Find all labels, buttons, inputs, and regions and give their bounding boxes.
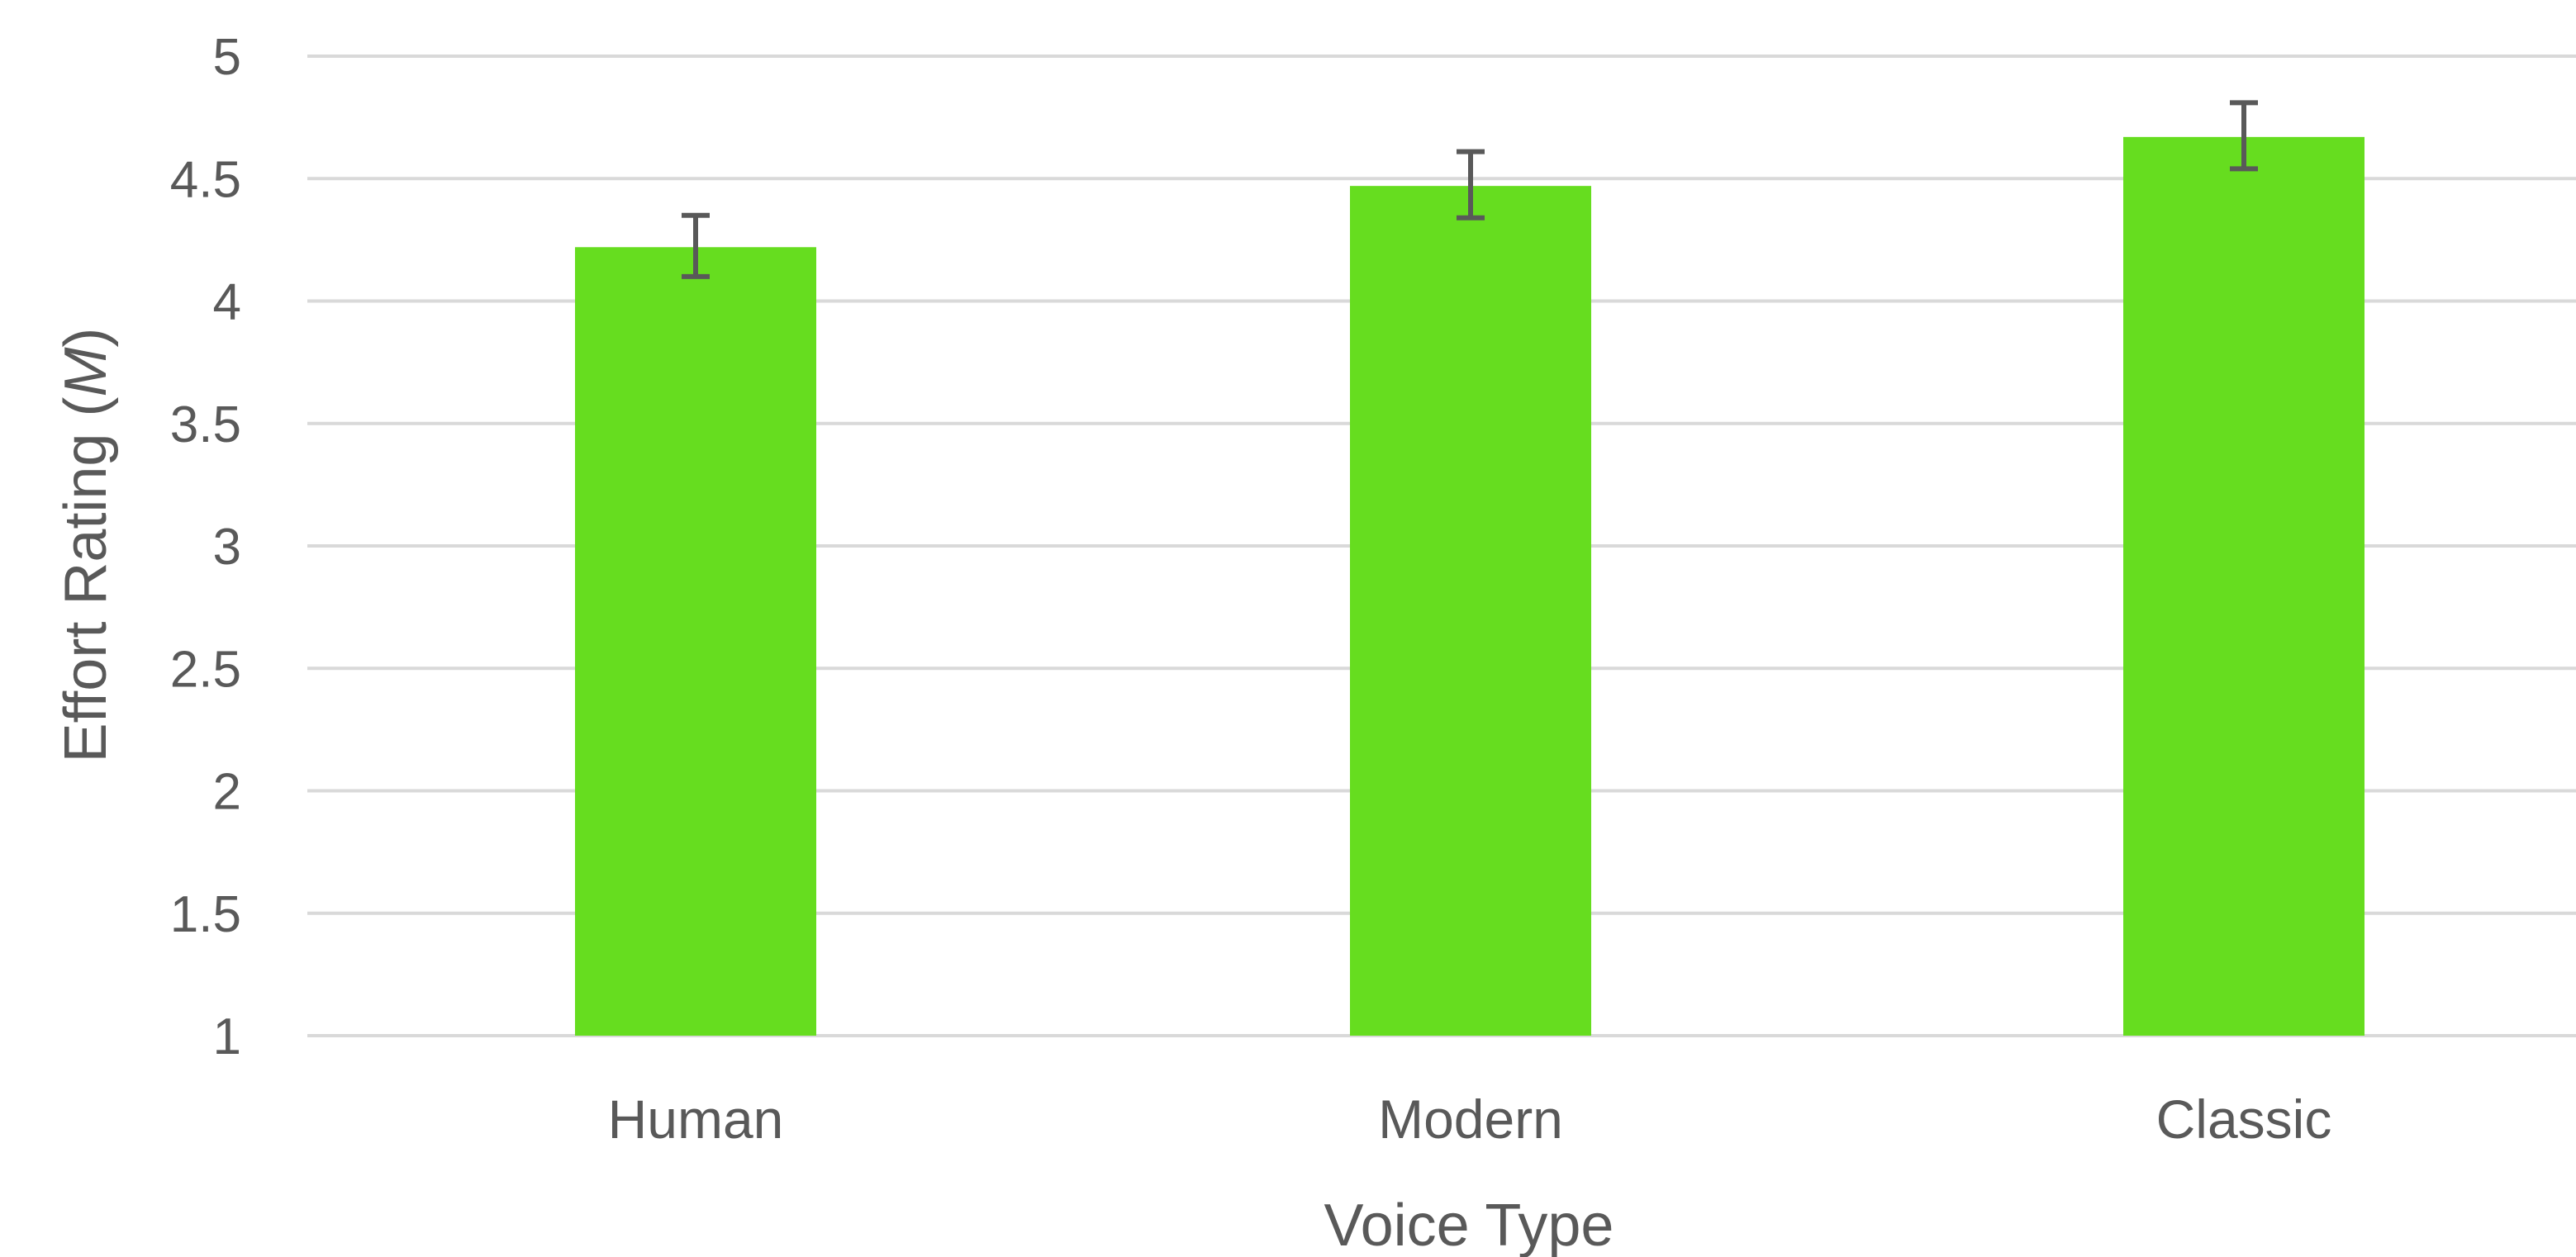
y-tick-label: 4.5 (170, 151, 241, 208)
y-tick-label: 2.5 (170, 641, 241, 698)
y-axis-title-italic: M (53, 348, 119, 397)
y-tick-label: 2 (213, 764, 241, 821)
y-tick-label: 5 (213, 29, 241, 86)
error-bars (682, 100, 2258, 279)
y-axis-title-suffix: ) (53, 328, 119, 348)
y-tick-label: 4 (213, 274, 241, 331)
bar (1350, 186, 1591, 1036)
error-bar (2230, 100, 2258, 172)
y-tick-label: 1 (213, 1008, 241, 1065)
y-tick-label: 1.5 (170, 886, 241, 943)
bar (2123, 136, 2365, 1036)
y-tick-label: 3.5 (170, 396, 241, 453)
bar (575, 247, 816, 1036)
error-bar (1457, 149, 1485, 221)
x-axis-title: Voice Type (1324, 1193, 1614, 1257)
x-tick-label: Modern (1378, 1089, 1563, 1150)
y-tick-labels: 1 1.5 2 2.5 3 3.5 4 4.5 5 (170, 29, 241, 1065)
bars (575, 136, 2365, 1036)
y-tick-label: 3 (213, 519, 241, 576)
x-tick-labels: Human Modern Classic (608, 1089, 2332, 1150)
x-tick-label: Classic (2156, 1089, 2332, 1150)
x-tick-label: Human (608, 1089, 784, 1150)
y-axis-title-prefix: Effort Rating ( (53, 397, 119, 763)
error-bar (682, 212, 710, 279)
y-axis-title: Effort Rating (M) (53, 328, 119, 763)
